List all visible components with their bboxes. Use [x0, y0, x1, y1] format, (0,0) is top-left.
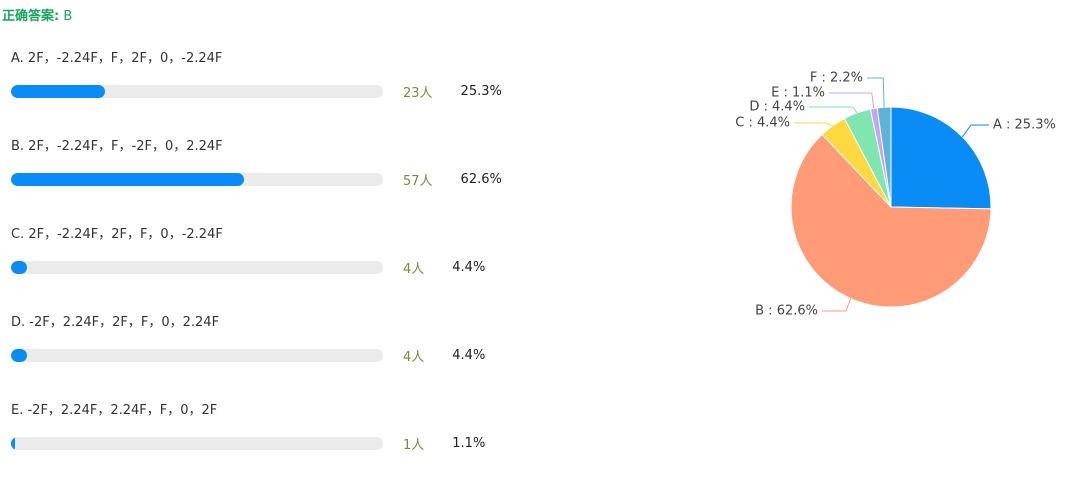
- option-text: A. 2F，-2.24F，F，2F，0，-2.24F: [11, 51, 223, 66]
- answer: 正确答案: B: [2, 5, 72, 24]
- leader-line: [829, 92, 875, 109]
- progress-bar: [11, 260, 28, 274]
- leader-line: [809, 106, 858, 114]
- option-percent: 1.1%: [452, 435, 486, 451]
- option-list: A. 2F，-2.24F，F，2F，0，-2.24F 23人 25.3% B. 2F，…: [11, 48, 571, 488]
- option-percent: 62.6%: [460, 171, 502, 187]
- leader-line: [961, 124, 989, 138]
- progress-track: [11, 260, 383, 274]
- slice-label: B : 62.6%: [755, 304, 818, 319]
- option: A. 2F，-2.24F，F，2F，0，-2.24F 23人 25.3%: [11, 48, 571, 136]
- option-text: E. -2F，2.24F，2.24F，F，0，2F: [11, 403, 218, 418]
- option-text: D. -2F，2.24F，2F，F，0，2.24F: [11, 315, 220, 330]
- option-stats: 4人 4.4%: [11, 347, 571, 365]
- slice-label: C : 4.4%: [735, 116, 790, 131]
- progress-track: [11, 348, 383, 362]
- progress-bar: [11, 436, 16, 450]
- option: E. -2F，2.24F，2.24F，F，0，2F 1人 1.1%: [11, 400, 571, 488]
- slice-label: F : 2.2%: [810, 71, 863, 86]
- option-count: 57人: [403, 173, 433, 189]
- option-count: 23人: [403, 85, 433, 101]
- option: C. 2F，-2.24F，2F，F，0，-2.24F 4人 4.4%: [11, 224, 571, 312]
- option-stats: 57人 62.6%: [11, 171, 571, 189]
- option-percent: 25.3%: [460, 83, 502, 99]
- option-text: C. 2F，-2.24F，2F，F，0，-2.24F: [11, 227, 223, 242]
- progress-track: [11, 172, 383, 186]
- option-count: 4人: [403, 261, 425, 277]
- option-count: 4人: [403, 349, 425, 365]
- option: B. 2F，-2.24F，F，-2F，0，2.24F 57人 62.6%: [11, 136, 571, 224]
- progress-bar: [11, 84, 106, 98]
- slice-label: A : 25.3%: [993, 118, 1056, 133]
- progress-track: [11, 84, 383, 98]
- option-text: B. 2F，-2.24F，F，-2F，0，2.24F: [11, 139, 223, 154]
- slice-label: E : 1.1%: [771, 86, 825, 101]
- option-percent: 4.4%: [452, 347, 486, 363]
- slice-label: D : 4.4%: [749, 100, 805, 115]
- pie-slice: [890, 106, 992, 210]
- leader-line: [822, 298, 852, 312]
- pie-slice: [876, 106, 892, 208]
- option-stats: 23人 25.3%: [11, 83, 571, 101]
- answer-label: 正确答案:: [2, 9, 60, 24]
- option-count: 1人: [403, 437, 425, 453]
- option-stats: 4人 4.4%: [11, 259, 571, 277]
- option: D. -2F，2.24F，2F，F，0，2.24F 4人 4.4%: [11, 312, 571, 400]
- leader-line: [794, 122, 833, 127]
- option-stats: 1人 1.1%: [11, 435, 571, 453]
- progress-track: [11, 436, 383, 450]
- progress-bar: [11, 348, 28, 362]
- leader-line: [867, 77, 885, 108]
- answer-value: B: [63, 9, 73, 24]
- option-percent: 4.4%: [452, 259, 486, 275]
- progress-bar: [11, 172, 244, 186]
